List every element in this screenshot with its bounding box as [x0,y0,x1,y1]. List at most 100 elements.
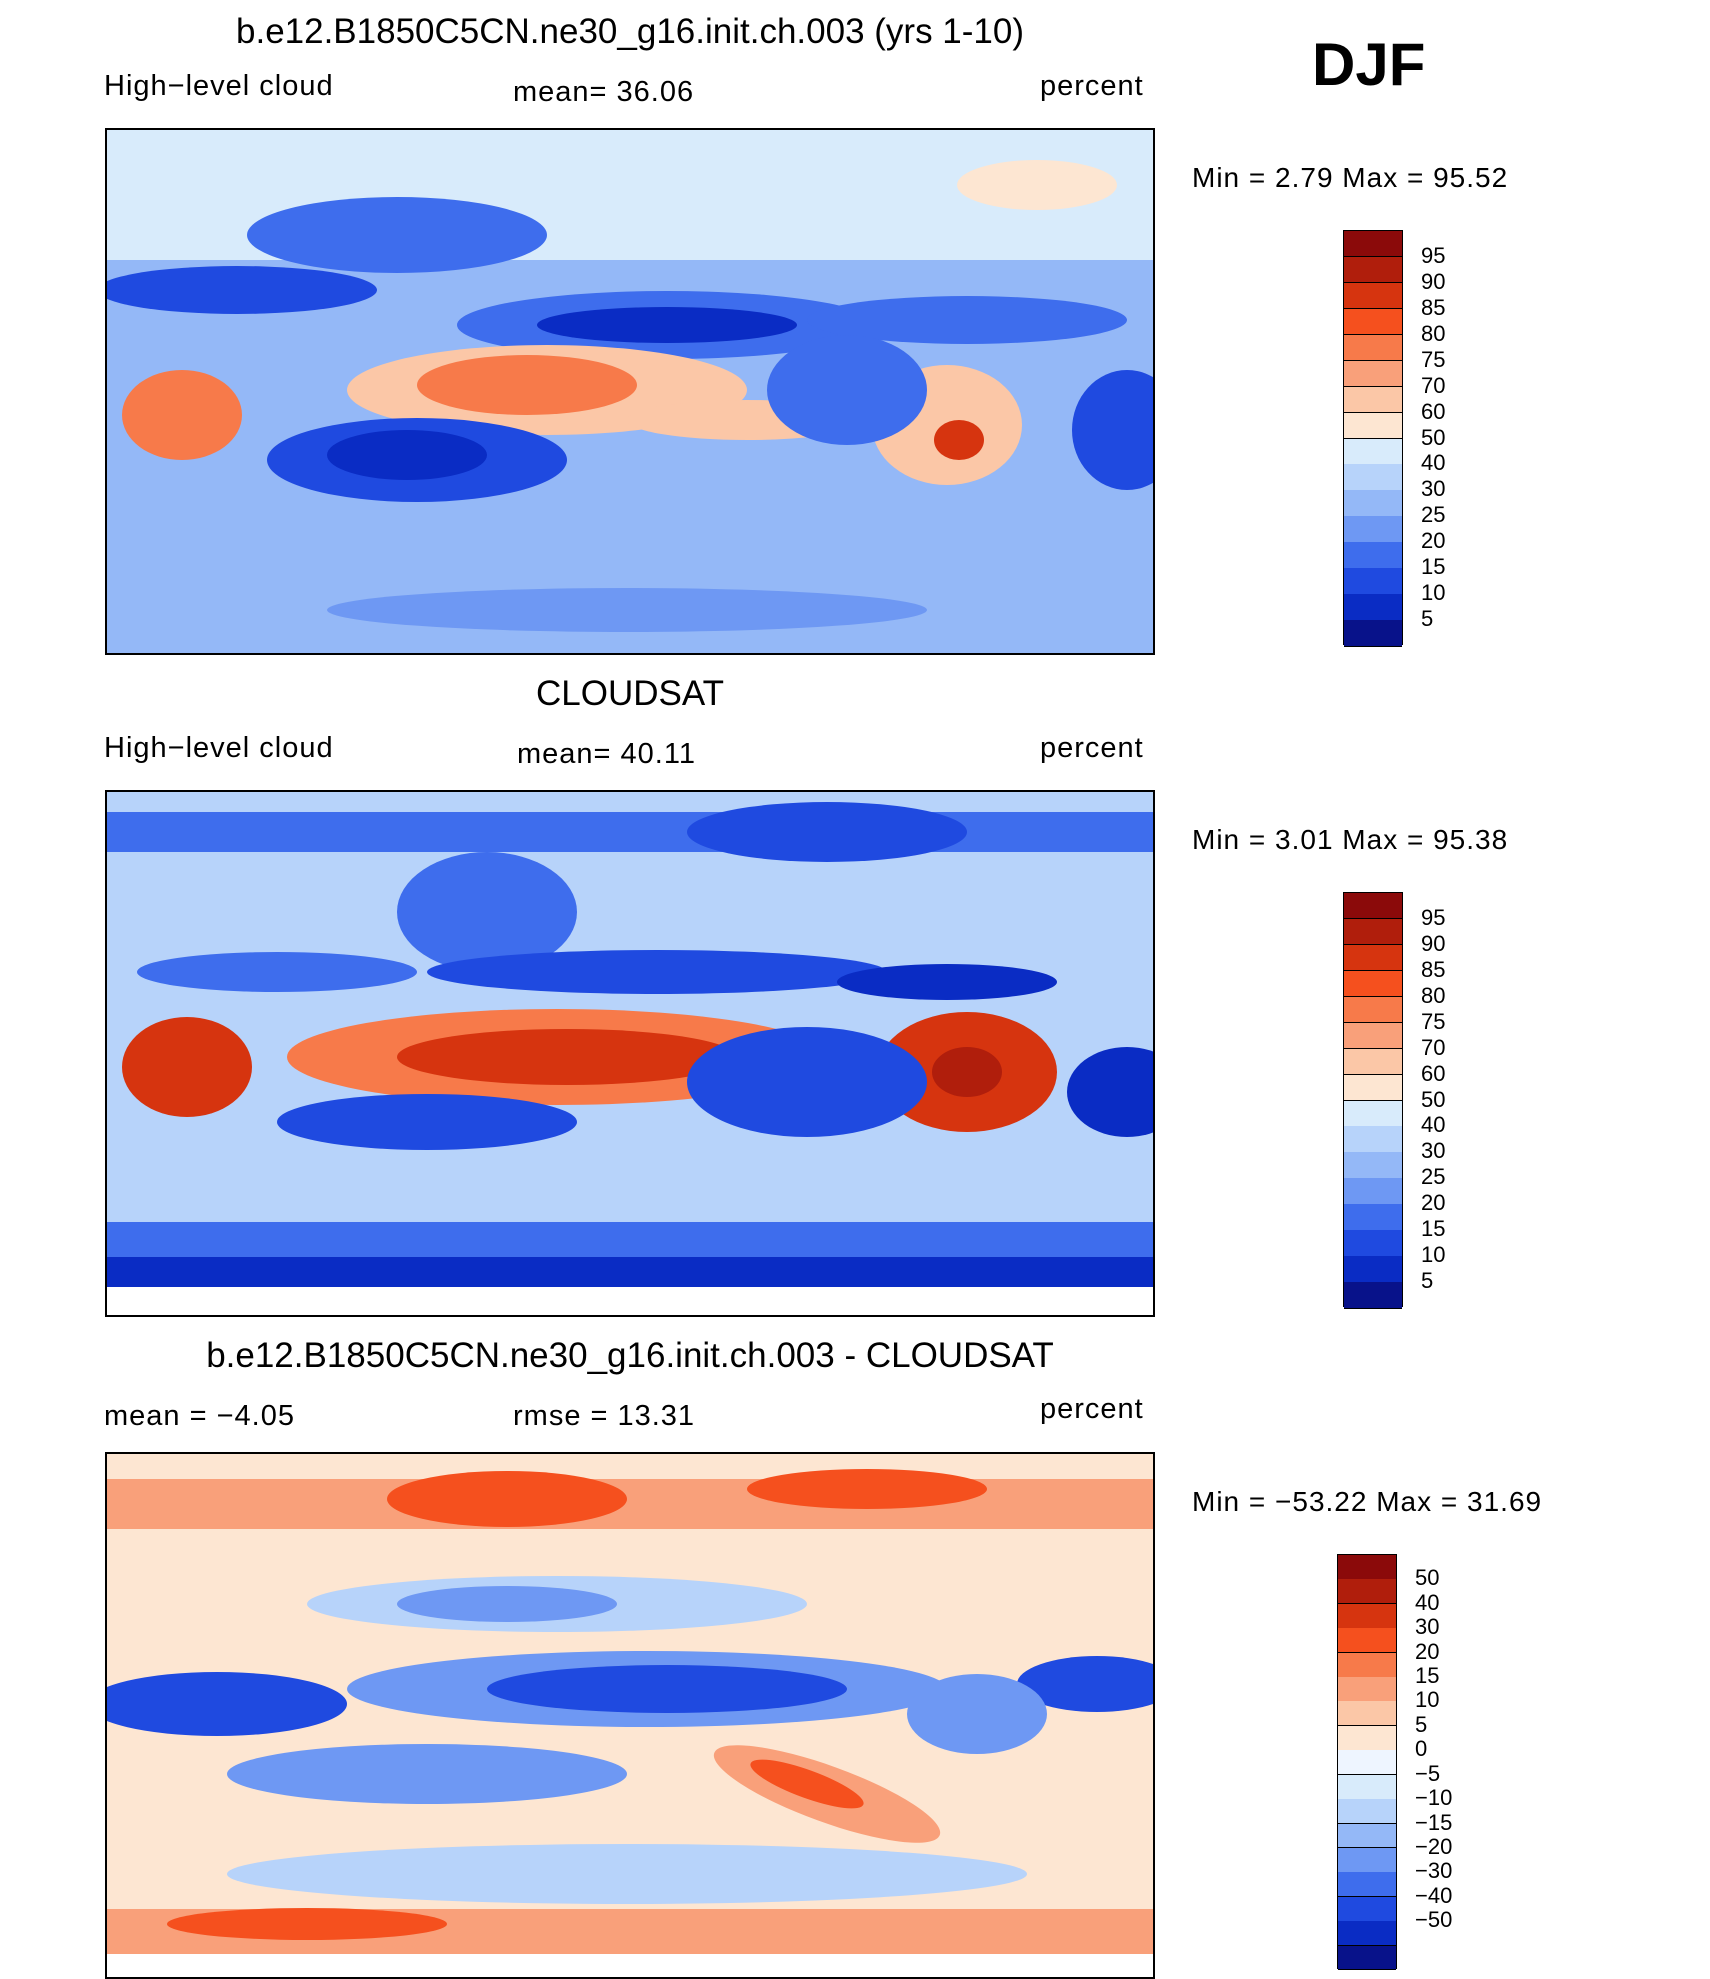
panel-1-andes-core [934,420,984,460]
panel-2-subtropical-north [427,950,887,994]
panel-2-south-atlantic-dry [1067,1047,1153,1137]
panel-3-colorbar-tick-label: 50 [1415,1565,1440,1591]
panel-3-colorbar-segment [1338,1750,1396,1776]
panel-3-southern-neg [227,1844,1027,1904]
panel-1-africa-convection [122,370,242,460]
panel-1-colorbar-segment [1344,620,1402,647]
panel-3-colorbar-tick-label: −10 [1415,1785,1453,1811]
panel-1-colorbar-tick-label: 90 [1421,268,1446,294]
panel-1-map-svg [107,130,1153,653]
panel-2-colorbar-tick-label: 40 [1421,1112,1446,1138]
panel-3-map [105,1452,1155,1979]
panel-1-colorbar-segment [1344,308,1402,336]
panel-2-colorbar-segment [1344,1230,1402,1257]
panel-3-colorbar-segment [1338,1555,1396,1580]
panel-2-colorbar-tick-label: 5 [1421,1268,1434,1294]
panel-2-colorbar-tick-label: 10 [1421,1242,1446,1268]
panel-1-colorbar-segment [1344,568,1402,595]
panel-2-minmax: Min = 3.01 Max = 95.38 [1192,824,1509,855]
panel-1-colorbar-tick-label: 80 [1421,320,1446,346]
panel-3-colorbar-segment [1338,1896,1396,1922]
panel-3-colorbar-box [1337,1554,1397,1971]
panel-2-colorbar-tick-label: 50 [1421,1086,1446,1112]
panel-2-colorbar: 95 90 85 80 75 70 60 50 40 30 25 20 15 10 5 [1343,892,1445,1309]
panel-2-colorbar-segment [1344,1204,1402,1231]
panel-3-colorbar-segment [1338,1579,1396,1605]
panel-3-spcz-pos-core [750,1759,864,1809]
panel-2-colorbar-segment [1344,996,1402,1024]
panel-1-colorbar-segment [1344,231,1402,258]
panel-1-colorbar-tick-label: 60 [1421,398,1446,424]
panel-3-colorbar-tick-label: −40 [1415,1882,1453,1908]
panel-1-asia-jet [247,197,547,273]
panel-1-colorbar-tick-label: 95 [1421,242,1446,268]
panel-1-colorbar-box [1343,230,1403,647]
panel-1-colorbar-segment [1344,464,1402,491]
panel-3-colorbar-segment [1338,1774,1396,1800]
panel-2-warm-pool-core [397,1029,737,1085]
panel-1-warm-pool-core [417,355,637,415]
panel-1-colorbar-tick-label: 25 [1421,502,1446,528]
panel-3-colorbar-segment [1338,1847,1396,1873]
panel-2-east-pacific-dry [687,1027,927,1137]
panel-3-colorbar-tick-label: 10 [1415,1687,1440,1713]
panel-2-sahara-dry [137,952,417,992]
panel-2-colorbar-tick-label: 25 [1421,1164,1446,1190]
panel-1-east-pacific-dry [767,335,927,445]
panel-2-colorbar-tick-label: 60 [1421,1060,1446,1086]
panel-3-colorbar: 50 40 30 20 15 10 5 0 −5 −10 −15 −20 −30 −40 −50 [1337,1554,1452,1971]
panel-3-arctic-band [107,1479,1153,1529]
season-label: DJF [1312,31,1426,98]
panel-1-minmax: Min = 2.79 Max = 95.52 [1192,162,1509,193]
panel-3-atlantic-band [1017,1656,1153,1712]
panel-2-colorbar-tick-label: 85 [1421,956,1446,982]
panel-1-colorbar-tick-label: 70 [1421,372,1446,398]
panel-3-colorbar-tick-label: −20 [1415,1833,1453,1859]
panel-1-colorbar-tick-label: 85 [1421,294,1446,320]
panel-2-colorbar-segment [1344,1100,1402,1127]
panel-2-atlantic-dry [837,964,1057,1000]
panel-2-title: CLOUDSAT [536,674,724,713]
panel-2-colorbar-box [1343,892,1403,1309]
panel-3-minmax: Min = −53.22 Max = 31.69 [1192,1486,1543,1517]
panel-3-colorbar-tick-label: −5 [1415,1760,1441,1786]
panel-2-africa-convection [122,1017,252,1117]
panel-3-colorbar-segment [1338,1945,1396,1971]
panel-2-map-svg [107,792,1153,1315]
panel-1-colorbar-segment [1344,334,1402,362]
panel-1-africa-north-band [107,266,377,314]
panel-3-colorbar-tick-label: 15 [1415,1663,1440,1689]
panel-2-units-label: percent [1040,732,1144,764]
panel-1-colorbar-tick-label: 40 [1421,450,1446,476]
panel-3-map-svg [107,1454,1153,1977]
panel-1-variable-label: High−level cloud [104,70,334,102]
panel-3-colorbar-tick-label: 5 [1415,1711,1428,1737]
panel-3-colorbar-segment [1338,1603,1396,1629]
panel-3-missing-band [107,1954,1153,1977]
panel-1-colorbar-tick-label: 5 [1421,606,1434,632]
panel-1-arctic-patch [957,160,1117,210]
panel-1-indian-ocean-dry-core [327,430,487,480]
panel-1-colorbar-segment [1344,256,1402,284]
panel-1-colorbar-segment [1344,542,1402,569]
panel-1-southern-band [327,588,927,632]
panel-1-colorbar-segment [1344,386,1402,414]
panel-2-colorbar-segment [1344,1178,1402,1205]
panel-3-colorbar-tick-label: 30 [1415,1614,1440,1640]
panel-3-colorbar-tick-label: −50 [1415,1907,1453,1933]
panel-2-colorbar-segment [1344,1126,1402,1153]
panel-1-title: b.e12.B1850C5CN.ne30_g16.init.ch.003 (yr… [236,12,1024,51]
panel-2-mean-label: mean= 40.11 [517,738,696,770]
panel-3-colorbar-segment [1338,1872,1396,1898]
panel-3-colorbar-tick-label: 20 [1415,1638,1440,1664]
panel-2-colorbar-tick-label: 90 [1421,930,1446,956]
panel-3-colorbar-segment [1338,1628,1396,1654]
panel-2-colorbar-segment [1344,1152,1402,1179]
panel-2-variable-label: High−level cloud [104,732,334,764]
panel-2-map [105,790,1155,1317]
panel-2-colorbar-segment [1344,1022,1402,1050]
panel-1-colorbar-tick-label: 15 [1421,554,1446,580]
panel-2-amazon-core [932,1047,1002,1097]
panel-1-colorbar-tick-label: 10 [1421,580,1446,606]
panel-2-missing-band [107,1287,1153,1315]
